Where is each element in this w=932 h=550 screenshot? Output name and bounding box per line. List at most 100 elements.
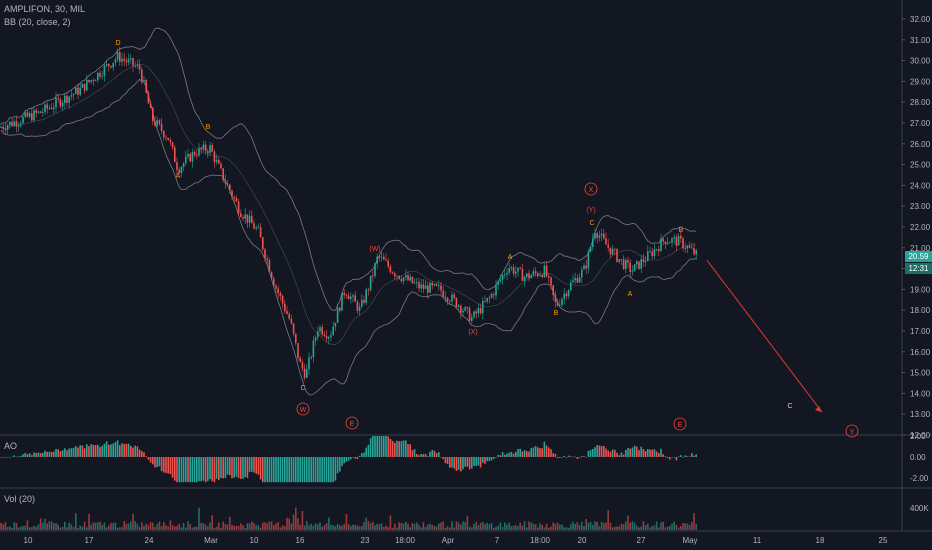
ao-bar <box>158 457 161 467</box>
symbol-legend[interactable]: AMPLIFON, 30, MIL <box>4 4 86 14</box>
volume-bar <box>570 524 572 530</box>
volume-bar <box>618 526 620 530</box>
candle-body <box>422 284 425 289</box>
ao-bar <box>409 444 411 457</box>
volume-bar <box>163 521 165 530</box>
volume-bar <box>244 527 246 530</box>
volume-bar <box>680 526 682 530</box>
ao-bar <box>488 457 491 462</box>
candle-body <box>693 247 695 255</box>
volume-bar <box>429 523 431 530</box>
volume-bar <box>495 526 497 530</box>
volume-bar <box>251 521 253 530</box>
ao-bar <box>22 454 24 457</box>
ao-bar <box>405 440 407 457</box>
volume-bar <box>675 524 678 530</box>
ao-bar <box>182 457 185 483</box>
candle-body <box>356 301 359 311</box>
wave-labels: D A B C W E (W) (X) A B X (Y) C A B E C Y <box>115 40 859 438</box>
volume-bar <box>688 525 691 530</box>
candle-body <box>644 261 647 263</box>
candle-body <box>631 271 634 273</box>
ao-bar <box>354 457 356 459</box>
candle-body <box>273 278 275 286</box>
candle-body <box>4 128 7 131</box>
wave-label: A <box>176 173 181 180</box>
candle-body <box>301 362 304 369</box>
ao-bar <box>356 457 359 460</box>
ao-bar <box>169 457 172 475</box>
volume-bar <box>196 526 198 530</box>
bb-legend[interactable]: BB (20, close, 2) <box>4 17 71 27</box>
candle-body <box>611 248 614 255</box>
volume-bar <box>317 524 319 530</box>
candle-body <box>543 265 546 277</box>
volume-bar <box>233 525 235 530</box>
candle-body <box>323 334 326 336</box>
volume-bar <box>695 523 697 530</box>
ao-bar <box>396 440 398 457</box>
volume-bar <box>134 521 136 530</box>
time-axis: 10 17 24 Mar 10 16 23 18:00 Apr 7 18:00 20 27 May 11 18… <box>24 536 888 545</box>
ao-bar <box>633 445 636 457</box>
candle-body <box>669 242 671 244</box>
ao-bar <box>248 457 251 472</box>
volume-bar <box>156 523 158 530</box>
ao-bar <box>501 452 504 457</box>
candle-body <box>499 279 502 282</box>
ao-bar <box>572 456 574 458</box>
ao-bar <box>31 455 33 457</box>
candle-body <box>651 251 653 257</box>
price-tick-label: 26.00 <box>910 140 931 149</box>
volume-bar <box>662 521 664 530</box>
volume-bar <box>691 521 693 530</box>
candle-body <box>77 87 79 95</box>
vol-legend[interactable]: Vol (20) <box>4 494 36 504</box>
candle-body <box>275 285 277 289</box>
volume-bar <box>108 525 110 530</box>
volume-bar <box>345 513 348 530</box>
ao-bar <box>154 457 156 468</box>
volume-bar <box>669 525 671 530</box>
candle-body <box>154 121 156 126</box>
candle-body <box>134 65 136 67</box>
candle-body <box>193 152 196 156</box>
volume-bar <box>354 524 356 530</box>
candle-body <box>253 223 255 229</box>
price-tick-label: 13.00 <box>910 410 931 419</box>
ao-bar <box>468 457 471 470</box>
ao-bar <box>121 443 123 457</box>
candle-body <box>240 213 242 217</box>
candle-body <box>420 284 422 289</box>
candle-body <box>290 318 293 324</box>
ao-bar <box>266 457 268 483</box>
price-tick-label: 17.00 <box>910 327 931 336</box>
candle-body <box>207 151 209 153</box>
ao-legend[interactable]: AO <box>4 441 18 451</box>
candle-body <box>160 123 163 132</box>
volume-bar <box>378 524 381 530</box>
ao-bar <box>391 440 394 457</box>
volume-bar <box>484 524 486 530</box>
ao-bar <box>464 457 466 467</box>
volume-bar <box>686 523 689 530</box>
ao-bar <box>191 457 194 483</box>
bb-lower <box>0 78 697 396</box>
volume-bar <box>640 526 642 530</box>
ao-bar <box>616 452 618 457</box>
ao-bar <box>174 457 176 481</box>
candle-body <box>365 289 367 303</box>
volume-bar <box>506 524 508 530</box>
ao-bar <box>244 457 246 478</box>
candle-body <box>477 308 480 314</box>
volume-bar <box>222 521 224 530</box>
ao-bar <box>259 457 262 480</box>
candle-body <box>548 276 550 278</box>
volume-bar <box>79 525 81 530</box>
ao-bar <box>655 451 658 457</box>
volume-bar <box>528 521 530 530</box>
ao-bar <box>33 452 35 457</box>
ao-bar <box>92 444 95 457</box>
candle-body <box>658 249 660 252</box>
